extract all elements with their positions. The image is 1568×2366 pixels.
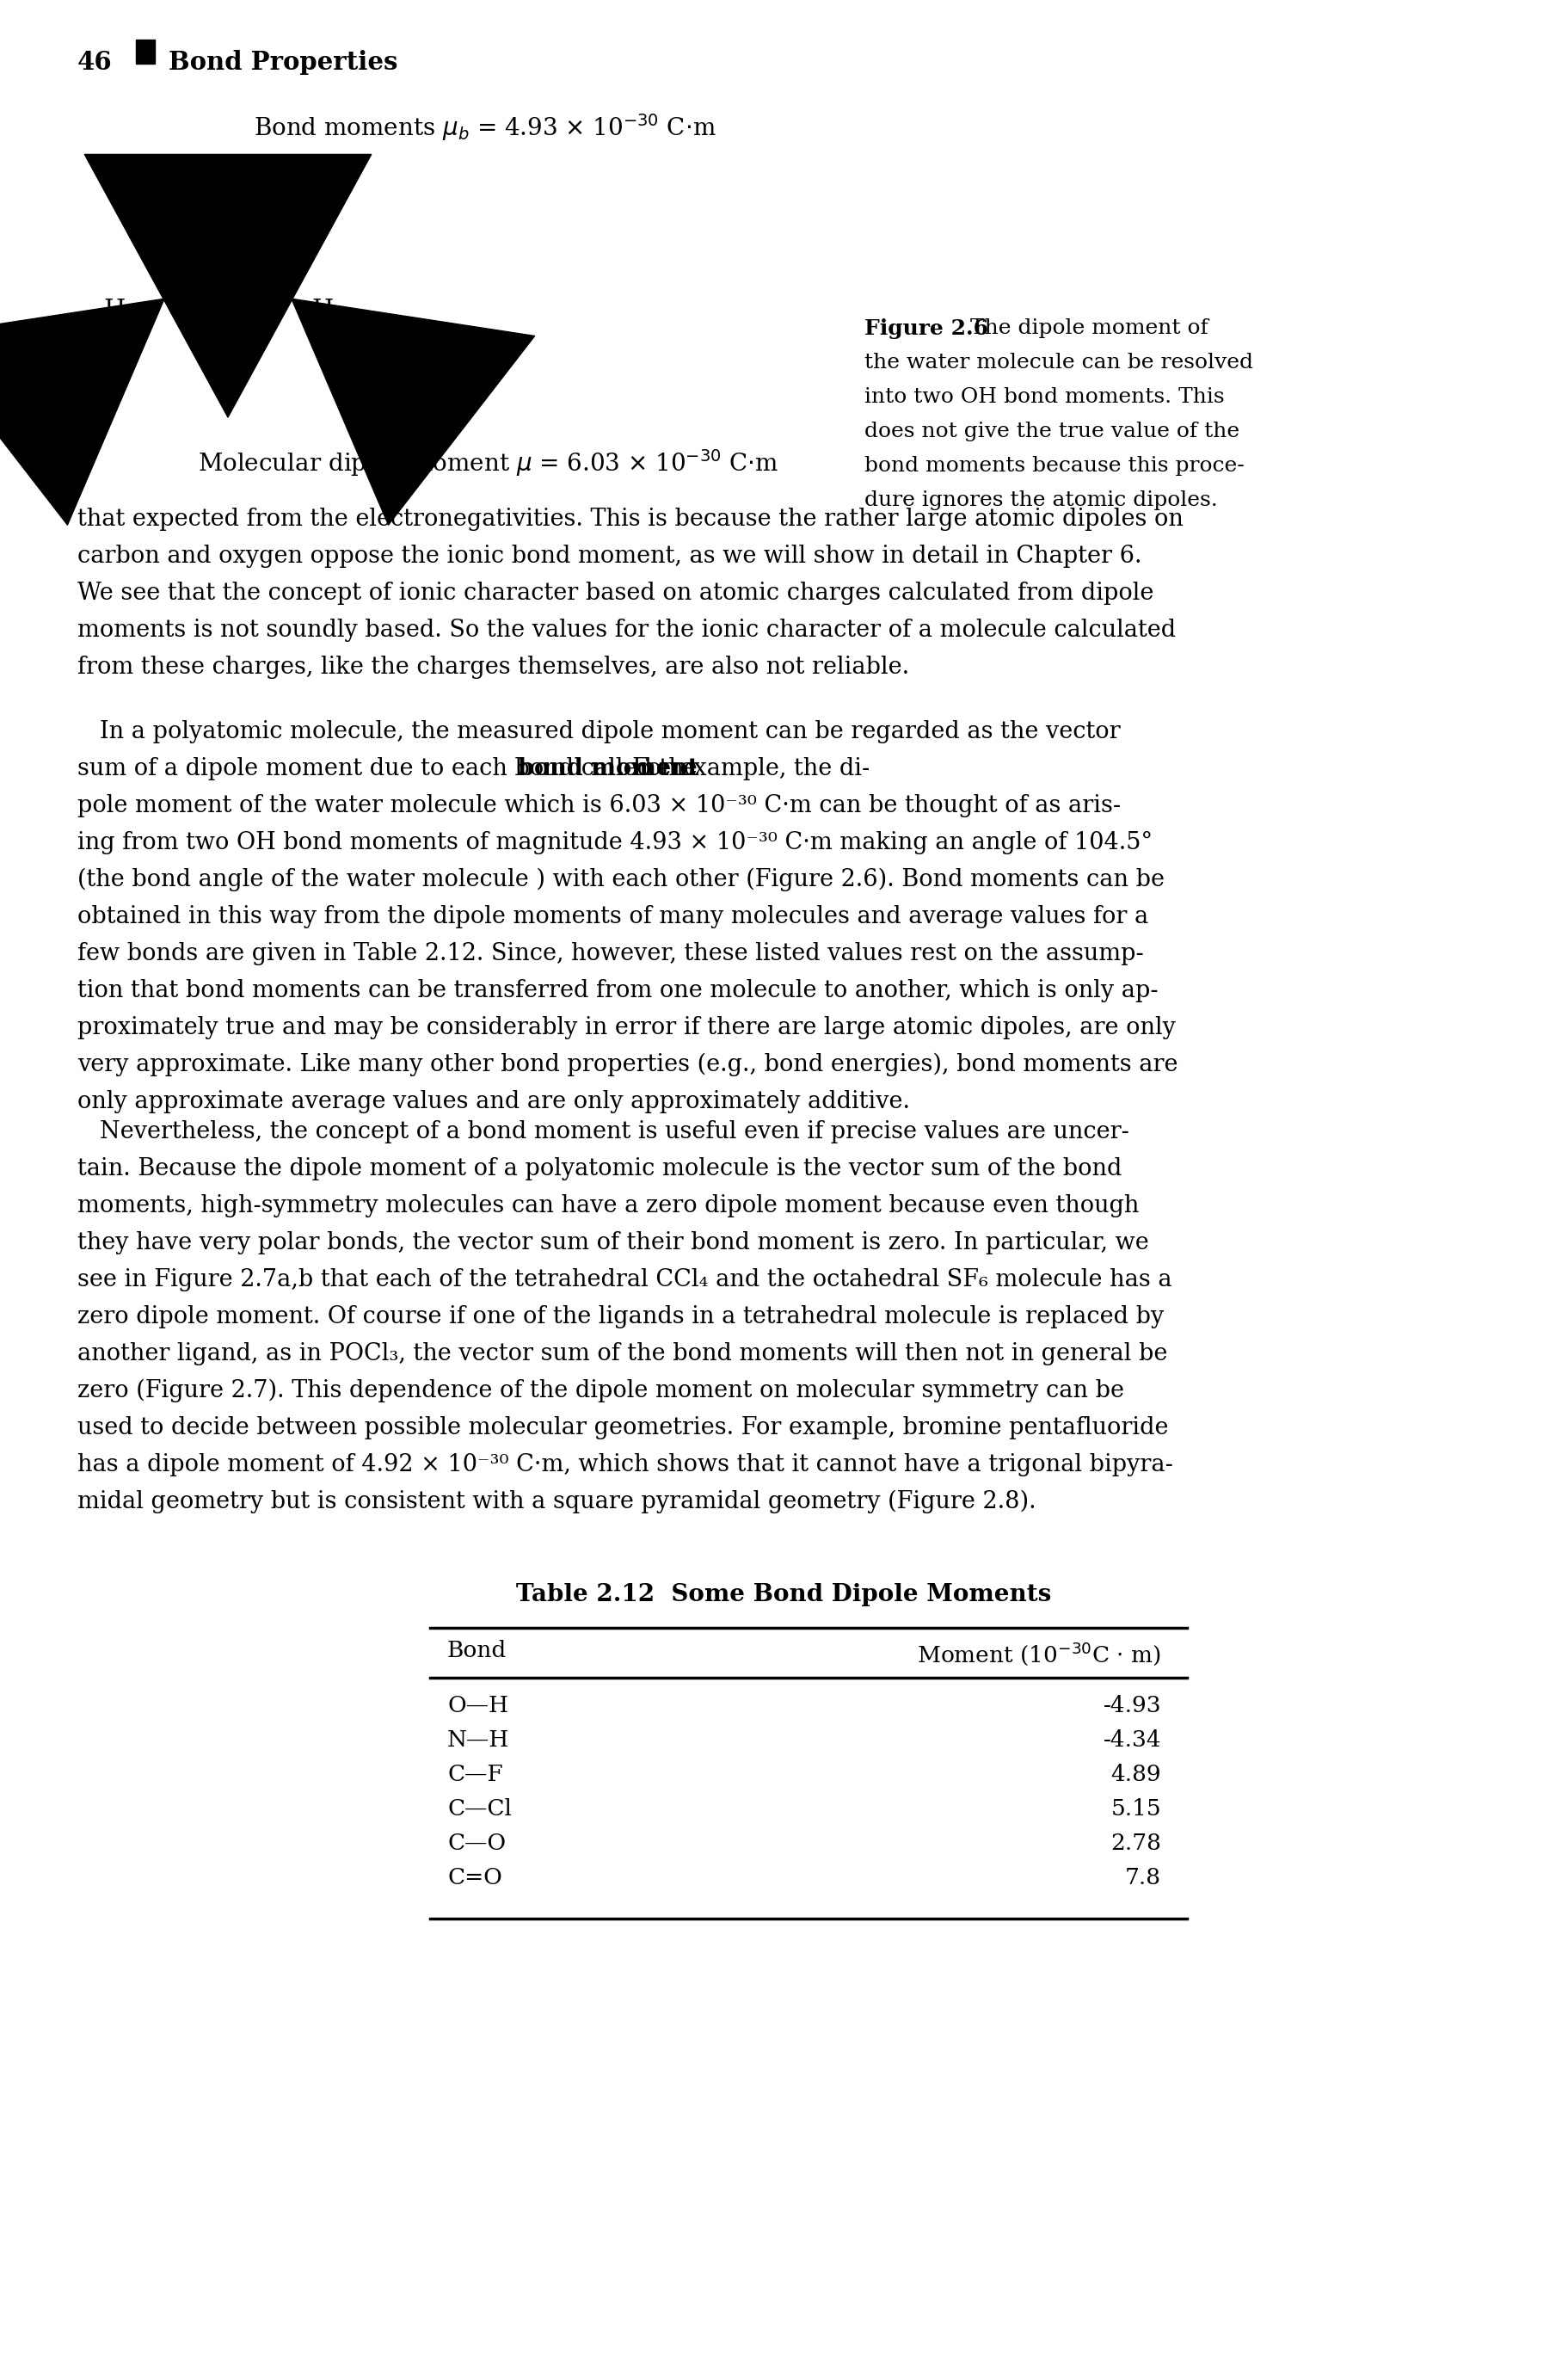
Text: 5.15: 5.15 — [1110, 1798, 1162, 1819]
Bar — [136, 40, 155, 64]
Text: used to decide between possible molecular geometries. For example, bromine penta: used to decide between possible molecula… — [77, 1417, 1168, 1439]
Text: obtained in this way from the dipole moments of many molecules and average value: obtained in this way from the dipole mom… — [77, 906, 1148, 927]
Text: that expected from the electronegativities. This is because the rather large ato: that expected from the electronegativiti… — [77, 509, 1184, 530]
Text: C—O: C—O — [447, 1834, 506, 1855]
Text: ing from two OH bond moments of magnitude 4.93 × 10⁻³⁰ C·m making an angle of 10: ing from two OH bond moments of magnitud… — [77, 830, 1152, 854]
Text: Moment (10$^{-30}$C $\cdot$ m): Moment (10$^{-30}$C $\cdot$ m) — [917, 1640, 1162, 1668]
Text: only approximate average values and are only approximately additive.: only approximate average values and are … — [77, 1091, 909, 1114]
Text: does not give the true value of the: does not give the true value of the — [864, 421, 1240, 442]
Text: pole moment of the water molecule which is 6.03 × 10⁻³⁰ C·m can be thought of as: pole moment of the water molecule which … — [77, 795, 1121, 816]
Text: H: H — [103, 298, 125, 322]
Text: . For example, the di-: . For example, the di- — [618, 757, 870, 781]
Text: Nevertheless, the concept of a bond moment is useful even if precise values are : Nevertheless, the concept of a bond mome… — [77, 1119, 1129, 1143]
Text: (the bond angle of the water molecule ) with each other (Figure 2.6). Bond momen: (the bond angle of the water molecule ) … — [77, 868, 1165, 892]
Text: carbon and oxygen oppose the ionic bond moment, as we will show in detail in Cha: carbon and oxygen oppose the ionic bond … — [77, 544, 1142, 568]
Text: has a dipole moment of 4.92 × 10⁻³⁰ C·m, which shows that it cannot have a trigo: has a dipole moment of 4.92 × 10⁻³⁰ C·m,… — [77, 1453, 1173, 1476]
Text: moments, high-symmetry molecules can have a zero dipole moment because even thou: moments, high-symmetry molecules can hav… — [77, 1195, 1138, 1218]
Text: The dipole moment of: The dipole moment of — [963, 319, 1209, 338]
Text: We see that the concept of ionic character based on atomic charges calculated fr: We see that the concept of ionic charact… — [77, 582, 1154, 606]
Text: sum of a dipole moment due to each bond called the: sum of a dipole moment due to each bond … — [77, 757, 704, 781]
Text: into two OH bond moments. This: into two OH bond moments. This — [864, 388, 1225, 407]
Text: Figure 2.6: Figure 2.6 — [864, 319, 988, 338]
Text: Table 2.12  Some Bond Dipole Moments: Table 2.12 Some Bond Dipole Moments — [516, 1583, 1051, 1607]
Text: moments is not soundly based. So the values for the ionic character of a molecul: moments is not soundly based. So the val… — [77, 618, 1176, 641]
Text: zero dipole moment. Of course if one of the ligands in a tetrahedral molecule is: zero dipole moment. Of course if one of … — [77, 1306, 1163, 1327]
Text: Molecular dipole moment $\mu$ = 6.03 $\times$ 10$^{-30}$ C$\cdot$m: Molecular dipole moment $\mu$ = 6.03 $\t… — [198, 447, 779, 478]
Text: In a polyatomic molecule, the measured dipole moment can be regarded as the vect: In a polyatomic molecule, the measured d… — [77, 719, 1121, 743]
Text: -4.34: -4.34 — [1102, 1730, 1162, 1751]
Text: see in Figure 2.7a,b that each of the tetrahedral CCl₄ and the octahedral SF₆ mo: see in Figure 2.7a,b that each of the te… — [77, 1268, 1171, 1292]
Text: from these charges, like the charges themselves, are also not reliable.: from these charges, like the charges the… — [77, 655, 909, 679]
Text: very approximate. Like many other bond properties (e.g., bond energies), bond mo: very approximate. Like many other bond p… — [77, 1053, 1178, 1077]
Text: Bond Properties: Bond Properties — [169, 50, 398, 76]
Text: the water molecule can be resolved: the water molecule can be resolved — [864, 353, 1253, 371]
Text: Bond moments $\mu_b$ = 4.93 $\times$ 10$^{-30}$ C$\cdot$m: Bond moments $\mu_b$ = 4.93 $\times$ 10$… — [254, 111, 717, 142]
Text: another ligand, as in POCl₃, the vector sum of the bond moments will then not in: another ligand, as in POCl₃, the vector … — [77, 1342, 1168, 1365]
Text: N—H: N—H — [447, 1730, 510, 1751]
Text: bond moments because this proce-: bond moments because this proce- — [864, 457, 1245, 476]
Text: 46: 46 — [77, 50, 113, 76]
Text: zero (Figure 2.7). This dependence of the dipole moment on molecular symmetry ca: zero (Figure 2.7). This dependence of th… — [77, 1379, 1124, 1403]
Text: they have very polar bonds, the vector sum of their bond moment is zero. In part: they have very polar bonds, the vector s… — [77, 1230, 1149, 1254]
Text: -4.93: -4.93 — [1102, 1694, 1162, 1715]
Text: tain. Because the dipole moment of a polyatomic molecule is the vector sum of th: tain. Because the dipole moment of a pol… — [77, 1157, 1123, 1181]
Text: midal geometry but is consistent with a square pyramidal geometry (Figure 2.8).: midal geometry but is consistent with a … — [77, 1491, 1036, 1514]
Text: C=O: C=O — [447, 1867, 502, 1888]
Text: tion that bond moments can be transferred from one molecule to another, which is: tion that bond moments can be transferre… — [77, 980, 1159, 1003]
Text: C—Cl: C—Cl — [447, 1798, 511, 1819]
Text: O—H: O—H — [447, 1694, 508, 1715]
Text: 7.8: 7.8 — [1124, 1867, 1162, 1888]
Text: bond moment: bond moment — [517, 757, 699, 781]
Text: C—F: C—F — [447, 1763, 503, 1786]
Text: few bonds are given in Table 2.12. Since, however, these listed values rest on t: few bonds are given in Table 2.12. Since… — [77, 942, 1143, 965]
Text: 2.78: 2.78 — [1110, 1834, 1162, 1855]
Text: H: H — [312, 298, 332, 322]
Text: Bond: Bond — [447, 1640, 506, 1661]
Text: 4.89: 4.89 — [1110, 1763, 1162, 1786]
Text: dure ignores the atomic dipoles.: dure ignores the atomic dipoles. — [864, 490, 1218, 511]
Text: proximately true and may be considerably in error if there are large atomic dipo: proximately true and may be considerably… — [77, 1015, 1176, 1039]
